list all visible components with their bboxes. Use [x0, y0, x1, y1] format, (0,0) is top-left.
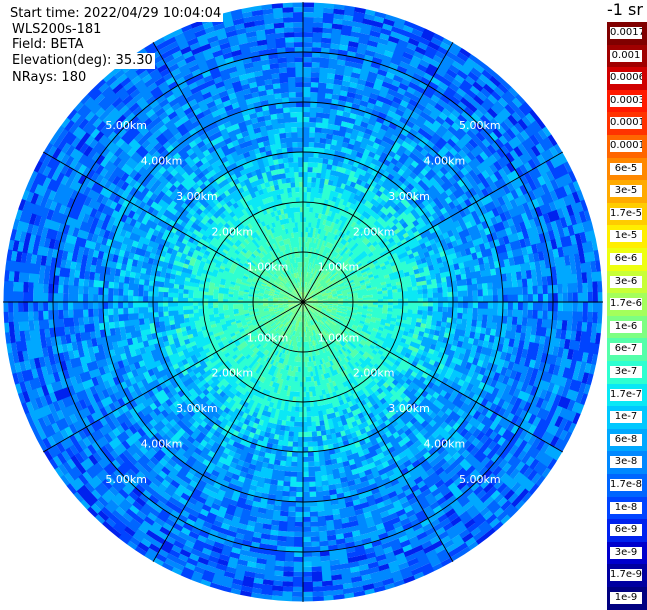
colorbar-tick-label: 6e-9	[610, 524, 642, 537]
ppi-cell-group	[175, 178, 428, 402]
ppi-cell-group	[3, 2, 603, 602]
colorbar-tick-label: 3e-6	[610, 275, 642, 288]
range-label: 5.00km	[459, 473, 501, 486]
colorbar-tick-label: 0.0001	[610, 140, 642, 152]
colorbar-swatch: 1e-6	[607, 315, 647, 339]
ppi-cell-group	[149, 159, 453, 457]
colorbar-swatch: 6e-7	[607, 338, 647, 362]
colorbar-tick-label: 1.7e-9	[610, 569, 642, 582]
nrays-label: NRays: 180	[10, 70, 89, 86]
colorbar-swatch: 0.0006	[607, 67, 647, 91]
azimuth-spoke-120	[302, 301, 564, 453]
azimuth-spoke-240	[42, 301, 304, 453]
range-label: 2.00km	[353, 225, 395, 238]
colorbar-swatch: 3e-5	[607, 180, 647, 204]
azimuth-spoke-150	[302, 301, 454, 563]
colorbar-swatch: 1.7e-9	[607, 564, 647, 588]
colorbar-swatch: 6e-9	[607, 519, 647, 543]
colorbar-swatch: 1e-7	[607, 406, 647, 430]
instrument-label: WLS200s-181	[10, 22, 104, 38]
colorbar-swatch: 0.00017	[607, 112, 647, 136]
colorbar-tick-label: 6e-5	[610, 162, 642, 175]
range-label: 3.00km	[388, 190, 430, 203]
range-label: 3.00km	[176, 190, 218, 203]
range-labels: 1.00km 1.00km 1.00km 1.00km 2.00km 2.00km 2.00…	[105, 119, 500, 486]
colorbar-tick-label: 0.0006	[610, 72, 642, 85]
colorbar-swatch: 0.0003	[607, 89, 647, 113]
azimuth-spokes	[3, 2, 603, 602]
colorbar-tick-label: 3e-8	[610, 456, 642, 469]
range-label: 5.00km	[105, 119, 147, 132]
colorbar-swatch: 3e-7	[607, 361, 647, 384]
colorbar-swatch: 0.0017	[607, 22, 647, 45]
colorbar-swatch: 1.7e-8	[607, 474, 647, 497]
range-label: 2.00km	[212, 367, 254, 380]
colorbar-tick-label: 3e-7	[610, 366, 642, 378]
colorbar-swatch: 0.0001	[607, 135, 647, 158]
range-label: 4.00km	[424, 155, 466, 168]
colorbar-tick-label: 0.0003	[610, 94, 642, 107]
colorbar-tick-label: 1.7e-8	[610, 479, 642, 491]
colorbar-tick-label: 6e-6	[610, 253, 642, 265]
colorbar-tick-label: 0.001	[610, 49, 642, 62]
colorbar-tick-label: 1.7e-5	[610, 207, 642, 220]
azimuth-spoke-30	[302, 41, 454, 303]
azimuth-spoke-330	[152, 41, 304, 303]
elevation-label: Elevation(deg): 35.30	[10, 53, 155, 69]
colorbar-tick-label: 1e-7	[610, 411, 642, 424]
colorbar-swatch: 0.001	[607, 44, 647, 68]
colorbar-swatch: 6e-8	[607, 428, 647, 452]
colorbar-tick-label: 3e-9	[610, 546, 642, 559]
colorbar-tick-label: 6e-7	[610, 343, 642, 356]
range-label: 5.00km	[459, 119, 501, 132]
ppi-cell-group	[3, 2, 603, 602]
colorbar-tick-label: 1.7e-6	[610, 298, 642, 311]
colorbar-tick-label: 3e-5	[610, 185, 642, 198]
range-label: 1.00km	[318, 331, 360, 344]
range-label: 3.00km	[176, 402, 218, 415]
range-label: 4.00km	[424, 437, 466, 450]
colorbar-swatch: 1e-9	[607, 587, 647, 610]
colorbar-tick-label: 1e-9	[610, 592, 642, 604]
range-label: 2.00km	[212, 225, 254, 238]
colorbar-swatch: 1e-5	[607, 225, 647, 249]
azimuth-spoke-60	[302, 151, 564, 303]
colorbar-tick-label: 6e-8	[610, 433, 642, 446]
range-label: 5.00km	[105, 473, 147, 486]
range-label: 1.00km	[247, 261, 289, 274]
azimuth-spoke-300	[42, 151, 304, 303]
range-label: 4.00km	[141, 155, 183, 168]
colorbar-tick-label: 1e-8	[610, 501, 642, 514]
range-label: 1.00km	[318, 261, 360, 274]
colorbar-swatch: 1e-8	[607, 496, 647, 520]
range-label: 3.00km	[388, 402, 430, 415]
colorbar-tick-label: 0.0017	[610, 27, 642, 39]
colorbar-swatch: 3e-9	[607, 541, 647, 565]
azimuth-spoke-210	[152, 301, 304, 563]
start-time-label: Start time: 2022/04/29 10:04:04	[8, 6, 224, 22]
range-label: 2.00km	[353, 367, 395, 380]
colorbar-title: -1 sr	[607, 0, 643, 19]
colorbar-swatch: 3e-8	[607, 451, 647, 475]
field-label: Field: BETA	[10, 37, 86, 53]
colorbar-tick-label: 1e-5	[610, 230, 642, 243]
range-label: 4.00km	[141, 437, 183, 450]
colorbar-tick-label: 0.00017	[610, 117, 642, 130]
colorbar-swatch: 6e-6	[607, 248, 647, 271]
colorbar-swatch: 3e-6	[607, 270, 647, 294]
colorbar-swatch: 1.7e-6	[607, 293, 647, 317]
colorbar-swatch: 1.7e-7	[607, 383, 647, 407]
colorbar-swatch: 6e-5	[607, 157, 647, 181]
range-label: 1.00km	[247, 331, 289, 344]
colorbar-tick-label: 1.7e-7	[610, 388, 642, 401]
colorbar-swatch: 1.7e-5	[607, 202, 647, 226]
colorbar-tick-label: 1e-6	[610, 320, 642, 333]
